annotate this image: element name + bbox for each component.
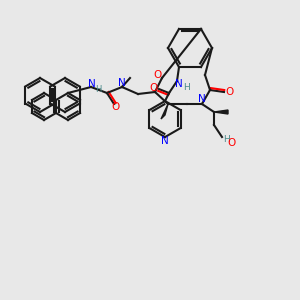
- Polygon shape: [161, 104, 168, 119]
- Text: O: O: [154, 70, 162, 80]
- Text: O: O: [150, 83, 158, 93]
- Text: O: O: [228, 138, 236, 148]
- Text: H: H: [95, 85, 101, 94]
- Text: H: H: [183, 82, 189, 91]
- Text: N: N: [175, 79, 183, 89]
- Text: N: N: [88, 79, 96, 89]
- Text: N: N: [198, 94, 206, 104]
- Polygon shape: [214, 110, 228, 114]
- Text: O: O: [112, 102, 120, 112]
- Text: N: N: [161, 136, 169, 146]
- Text: O: O: [225, 87, 233, 97]
- Text: N: N: [118, 78, 126, 88]
- Text: H: H: [223, 134, 230, 143]
